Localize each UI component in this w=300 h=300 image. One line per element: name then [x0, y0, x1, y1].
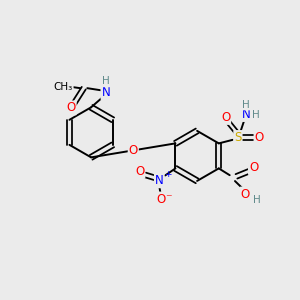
Text: N: N — [101, 86, 110, 99]
Text: O: O — [254, 131, 264, 144]
Text: O: O — [221, 111, 230, 124]
Text: H: H — [253, 195, 260, 205]
Text: O: O — [129, 144, 138, 157]
Text: O: O — [156, 193, 165, 206]
Text: +: + — [164, 170, 171, 179]
Text: O: O — [249, 161, 258, 174]
Text: CH₃: CH₃ — [53, 82, 73, 92]
Text: ⁻: ⁻ — [166, 193, 172, 206]
Text: N: N — [155, 174, 164, 187]
Text: O: O — [241, 188, 250, 200]
Text: H: H — [102, 76, 110, 86]
Text: N: N — [242, 108, 250, 121]
Text: H: H — [252, 110, 260, 119]
Text: O: O — [67, 101, 76, 114]
Text: O: O — [135, 165, 144, 178]
Text: S: S — [234, 131, 242, 144]
Text: H: H — [242, 100, 250, 110]
